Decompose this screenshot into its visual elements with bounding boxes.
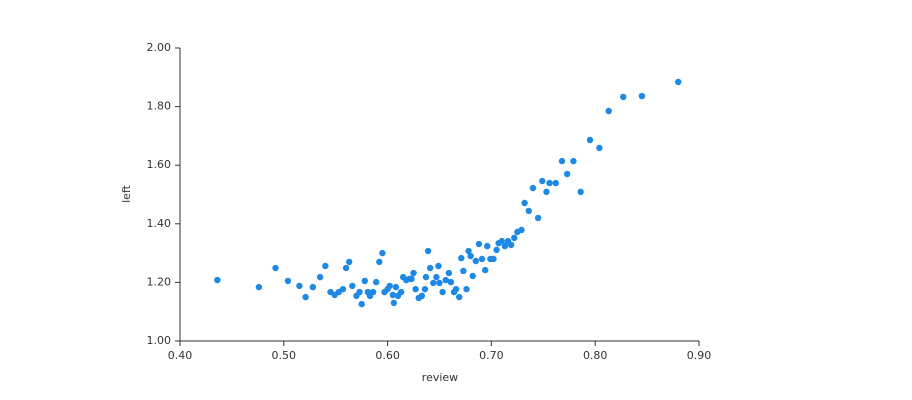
- point: [529, 184, 537, 192]
- point: [424, 247, 432, 255]
- point: [620, 93, 627, 101]
- point: [214, 276, 221, 284]
- point: [465, 247, 472, 255]
- point: [392, 283, 400, 291]
- point: [475, 240, 483, 248]
- point: [390, 299, 398, 307]
- point: [481, 266, 489, 274]
- point: [675, 78, 682, 86]
- point: [302, 293, 309, 301]
- point: [309, 283, 317, 291]
- point: [436, 279, 443, 287]
- y-tick-label: 1.80: [147, 100, 172, 113]
- point: [507, 241, 515, 249]
- point: [539, 177, 546, 185]
- x-tick-label: 0.80: [583, 349, 608, 362]
- point: [430, 279, 437, 287]
- point: [463, 285, 470, 293]
- point: [372, 278, 380, 286]
- point: [570, 157, 577, 165]
- point: [349, 282, 356, 290]
- y-tick-label: 1.00: [147, 334, 172, 347]
- y-axis-label: left: [120, 184, 133, 203]
- point: [501, 242, 509, 250]
- x-tick-label: 0.90: [687, 349, 712, 362]
- point: [638, 92, 646, 100]
- point: [605, 107, 612, 115]
- point: [478, 255, 486, 263]
- point: [445, 269, 453, 277]
- point: [452, 285, 460, 293]
- point: [518, 226, 525, 234]
- point: [534, 214, 542, 222]
- y-tick-label: 1.40: [147, 217, 172, 230]
- point: [345, 258, 353, 266]
- point: [467, 252, 474, 260]
- point: [358, 300, 365, 308]
- point: [284, 277, 292, 285]
- point: [447, 278, 455, 286]
- point: [410, 269, 417, 277]
- point: [339, 285, 347, 293]
- x-tick-label: 0.60: [375, 349, 400, 362]
- point: [422, 273, 430, 281]
- point: [369, 288, 377, 296]
- point: [586, 136, 594, 144]
- point: [426, 264, 434, 272]
- point: [490, 255, 497, 263]
- point: [376, 258, 383, 266]
- point: [255, 283, 263, 291]
- point: [412, 285, 419, 293]
- point: [498, 237, 505, 245]
- point: [563, 170, 571, 178]
- point: [389, 291, 396, 299]
- point: [433, 273, 440, 281]
- point: [316, 273, 324, 281]
- point: [435, 262, 442, 270]
- point: [558, 157, 566, 165]
- point: [296, 282, 303, 290]
- x-tick-label: 0.50: [272, 349, 297, 362]
- point: [484, 242, 491, 250]
- point: [442, 276, 449, 284]
- point: [322, 262, 329, 270]
- x-tick-label: 0.40: [168, 349, 193, 362]
- y-tick-label: 1.20: [147, 275, 172, 288]
- point: [408, 275, 415, 283]
- y-tick-label: 2.00: [147, 41, 172, 54]
- point: [397, 288, 405, 296]
- point: [546, 179, 553, 187]
- point: [469, 272, 476, 280]
- point: [356, 288, 363, 296]
- point: [361, 277, 368, 285]
- point: [418, 292, 426, 300]
- point: [511, 234, 518, 242]
- x-tick-label: 0.70: [479, 349, 504, 362]
- point: [472, 257, 480, 265]
- point: [493, 246, 500, 254]
- point: [525, 207, 532, 215]
- point: [342, 264, 350, 272]
- point: [577, 188, 584, 196]
- y-tick-label: 1.60: [147, 158, 172, 171]
- point: [552, 179, 559, 187]
- point: [439, 288, 446, 296]
- point: [379, 249, 386, 257]
- x-axis-label: review: [422, 371, 458, 384]
- point: [460, 267, 467, 275]
- point: [596, 144, 603, 152]
- point: [456, 293, 463, 301]
- point: [521, 199, 528, 207]
- point: [272, 264, 279, 272]
- point: [543, 188, 550, 196]
- point: [386, 282, 393, 290]
- point: [458, 254, 465, 262]
- point: [421, 285, 429, 293]
